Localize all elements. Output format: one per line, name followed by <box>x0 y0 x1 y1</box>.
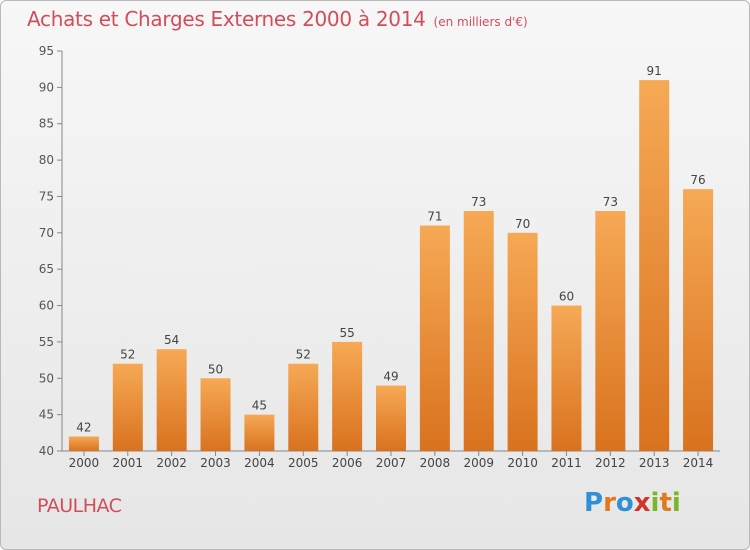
x-tick-label: 2006 <box>332 456 363 470</box>
bar <box>156 349 187 451</box>
x-tick-label: 2009 <box>463 456 494 470</box>
title-main: Achats et Charges Externes 2000 à 2014 <box>27 7 426 31</box>
y-tick-label: 50 <box>39 371 54 385</box>
bar-value-label: 45 <box>252 399 267 413</box>
y-tick-label: 90 <box>39 80 54 94</box>
x-tick-label: 2003 <box>200 456 231 470</box>
x-tick-label: 2010 <box>507 456 538 470</box>
commune-name: PAULHAC <box>37 495 122 517</box>
x-tick-label: 2002 <box>156 456 187 470</box>
x-tick-label: 2014 <box>683 456 714 470</box>
y-tick-label: 60 <box>39 299 54 313</box>
x-tick-label: 2004 <box>244 456 275 470</box>
proxiti-logo: Proxiti <box>584 488 681 518</box>
bar-value-label: 52 <box>120 348 135 362</box>
bar <box>244 414 275 451</box>
bar-value-label: 42 <box>76 420 91 434</box>
bar <box>551 305 582 451</box>
bar-value-label: 70 <box>515 217 530 231</box>
bar-value-label: 60 <box>559 290 574 304</box>
logo-letter: r <box>603 488 616 518</box>
logo-letter: P <box>584 488 604 518</box>
bar <box>463 211 494 451</box>
bar <box>419 225 450 451</box>
x-tick-label: 2012 <box>595 456 626 470</box>
bar-value-label: 76 <box>690 173 705 187</box>
bar <box>332 341 363 451</box>
bar-value-label: 73 <box>603 195 618 209</box>
bar-value-label: 73 <box>471 195 486 209</box>
bar-value-label: 50 <box>208 362 223 376</box>
bar <box>376 385 406 451</box>
bar-value-label: 52 <box>296 348 311 362</box>
y-tick-label: 70 <box>39 226 54 240</box>
bar <box>68 436 99 451</box>
bar-value-label: 91 <box>647 64 662 78</box>
chart-title: Achats et Charges Externes 2000 à 2014 (e… <box>27 7 528 31</box>
title-unit: (en milliers d'€) <box>433 15 528 29</box>
bar <box>288 363 319 451</box>
x-tick-label: 2011 <box>551 456 582 470</box>
y-tick-label: 95 <box>39 44 54 58</box>
bar-value-label: 71 <box>427 210 442 224</box>
y-tick-label: 55 <box>39 335 54 349</box>
bar <box>507 232 538 451</box>
y-tick-label: 40 <box>39 444 54 458</box>
x-tick-label: 2001 <box>113 456 144 470</box>
y-tick-label: 75 <box>39 189 54 203</box>
bar-value-label: 55 <box>339 326 354 340</box>
logo-letter: o <box>615 488 634 518</box>
bar-value-label: 49 <box>383 370 398 384</box>
x-tick-label: 2007 <box>376 456 407 470</box>
y-tick-label: 65 <box>39 262 54 276</box>
bar <box>639 80 670 451</box>
logo-letter: x <box>633 488 651 518</box>
x-tick-label: 2008 <box>420 456 451 470</box>
y-tick-label: 45 <box>39 408 54 422</box>
bar <box>200 378 231 451</box>
logo-letter: t <box>659 488 672 518</box>
x-tick-label: 2013 <box>639 456 670 470</box>
logo-letter: i <box>650 488 660 518</box>
x-tick-label: 2005 <box>288 456 319 470</box>
y-tick-label: 85 <box>39 117 54 131</box>
bar-value-label: 54 <box>164 333 179 347</box>
logo-letter: i <box>671 488 681 518</box>
x-tick-label: 2000 <box>69 456 100 470</box>
bar <box>683 189 714 451</box>
bar <box>112 363 143 451</box>
y-tick-label: 80 <box>39 153 54 167</box>
bar <box>595 211 626 451</box>
